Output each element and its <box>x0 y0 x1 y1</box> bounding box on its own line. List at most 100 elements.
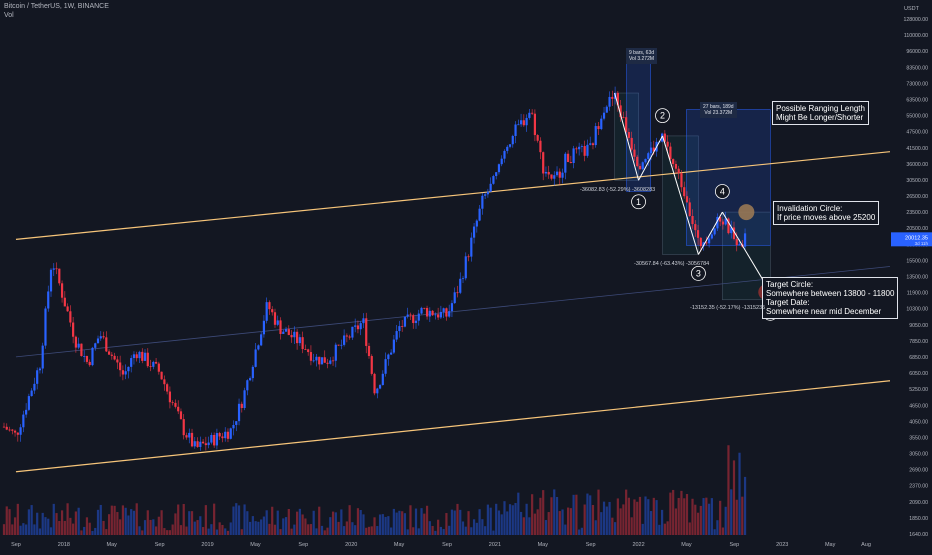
candle-body <box>716 216 719 229</box>
volume-bar <box>373 517 376 535</box>
volume-bar <box>318 506 321 535</box>
candle-body <box>124 371 127 375</box>
candle-body <box>608 96 611 107</box>
price-tick-label: 30500.00 <box>906 178 928 184</box>
volume-bar <box>309 524 313 535</box>
candle-body <box>318 356 321 365</box>
volume-bar <box>351 522 354 535</box>
candle-body <box>290 335 293 338</box>
time-tick-label: 2022 <box>632 542 644 548</box>
candle-body <box>2 426 6 428</box>
volume-bar <box>575 494 578 535</box>
volume-bar <box>36 512 39 535</box>
volume-bar <box>735 499 738 535</box>
candle-body <box>22 414 25 428</box>
volume-bar <box>132 510 136 535</box>
candle-body <box>699 237 702 247</box>
candle-body <box>727 218 730 234</box>
price-tick-label: 36000.00 <box>906 162 928 168</box>
volume-bar <box>88 522 91 535</box>
volume-bar <box>638 496 642 535</box>
measure-box-1-bars: 9 bars, 63d <box>629 50 655 56</box>
candle-body <box>309 352 313 361</box>
price-axis-currency: USDT <box>904 6 920 12</box>
volume-bar <box>96 509 100 535</box>
volume-bar <box>694 504 697 535</box>
candle-body <box>301 337 304 350</box>
volume-bar <box>85 517 89 535</box>
volume-bar <box>370 526 373 535</box>
candle-body <box>127 366 130 372</box>
volume-bar <box>644 496 647 535</box>
time-tick-label: Sep <box>11 542 21 548</box>
candle-body <box>312 360 315 362</box>
candle-body <box>226 431 230 439</box>
volume-bar <box>724 506 727 535</box>
measure-box-2-vol: Vol 23.372M <box>704 110 733 116</box>
volume-bar <box>77 507 80 535</box>
candle-body <box>55 268 58 270</box>
candle-body <box>417 313 420 321</box>
volume-bar <box>580 527 584 535</box>
candle-body <box>152 361 155 367</box>
volume-bar <box>672 489 675 535</box>
candle-body <box>528 112 531 118</box>
candle-body <box>730 227 733 234</box>
candle-body <box>578 146 581 150</box>
measure-box-2-label: 27 bars, 189d Vol 23.372M <box>700 102 737 118</box>
volume-bar <box>130 509 133 535</box>
volume-bar <box>392 508 395 535</box>
wave-label: 1 <box>636 197 641 207</box>
volume-bar <box>663 523 666 535</box>
volume-bar <box>417 528 420 535</box>
volume-bar <box>163 528 166 535</box>
time-tick-label: May <box>825 542 836 548</box>
volume-bar <box>660 509 664 535</box>
volume-bar <box>226 530 230 535</box>
candle-body <box>456 292 459 294</box>
wave-segment <box>697 211 723 255</box>
volume-bar <box>119 519 122 535</box>
candle-body <box>713 228 716 235</box>
candle-body <box>710 234 713 239</box>
volume-bar <box>99 504 102 535</box>
candle-body <box>107 351 111 355</box>
volume-bar <box>453 510 456 535</box>
volume-bar <box>525 503 528 535</box>
candle-body <box>732 227 736 240</box>
volume-bar <box>171 524 174 535</box>
candle-body <box>547 171 550 175</box>
volume-bar <box>674 508 678 535</box>
candle-body <box>331 360 335 362</box>
candle-body <box>135 354 138 359</box>
volume-bar <box>647 499 650 535</box>
candle-body <box>307 349 310 353</box>
candle-body <box>66 306 69 312</box>
volume-bar <box>58 520 61 535</box>
candle-body <box>398 326 401 332</box>
volume-bar <box>251 516 254 535</box>
volume-bar <box>11 524 14 535</box>
volume-bar <box>519 511 523 535</box>
wave-label: 2 <box>660 111 665 121</box>
candle-body <box>207 442 210 446</box>
candle-body <box>533 113 537 136</box>
volume-bar <box>287 508 290 535</box>
volume-bar <box>401 511 404 535</box>
candle-body <box>94 343 97 348</box>
candle-body <box>248 378 252 381</box>
candle-body <box>506 146 509 151</box>
candle-body <box>287 329 290 336</box>
candle-body <box>315 356 318 361</box>
volume-bar <box>445 513 448 535</box>
candle-body <box>370 356 373 374</box>
candle-body <box>105 337 108 352</box>
candle-body <box>351 326 354 338</box>
volume-bar <box>190 511 194 535</box>
wave-segment <box>662 135 699 255</box>
volume-bar <box>696 512 700 535</box>
candle-body <box>196 441 199 447</box>
volume-bar <box>583 504 586 535</box>
